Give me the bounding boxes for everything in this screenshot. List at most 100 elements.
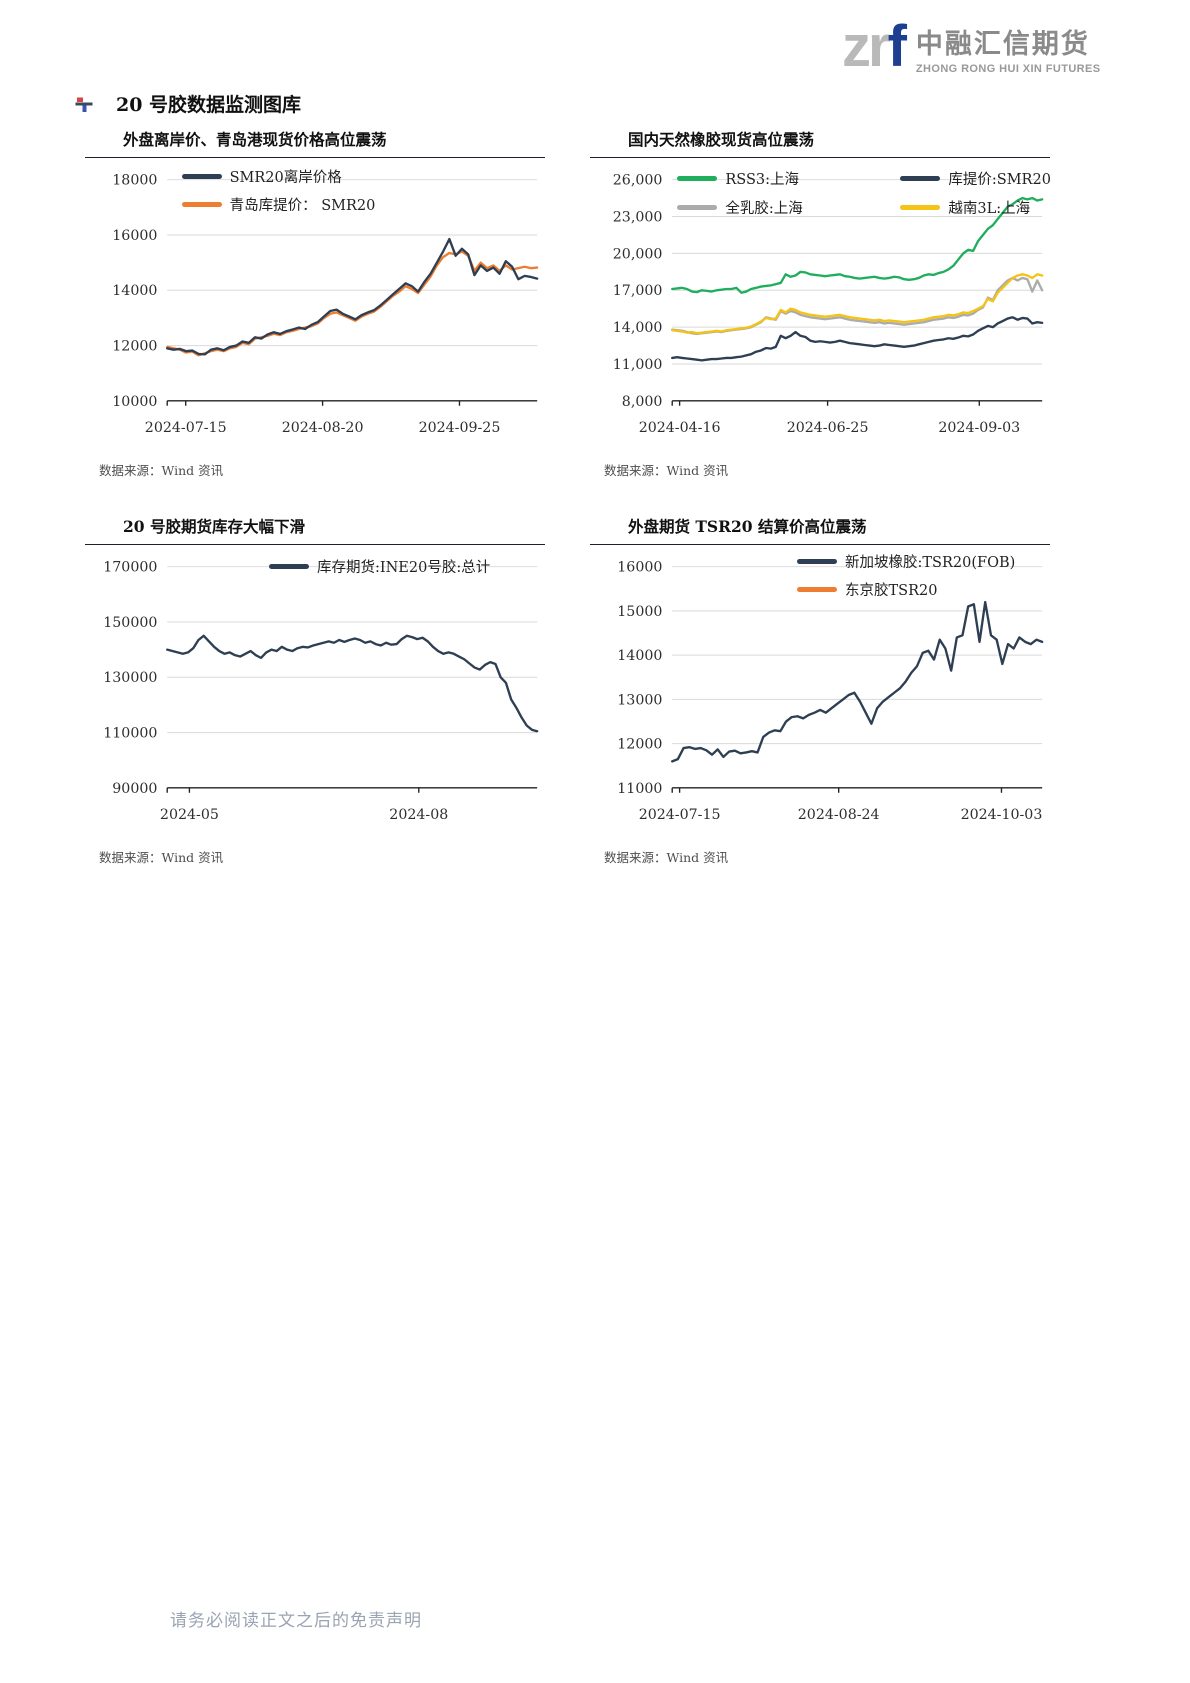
chart-title: 国内天然橡胶现货高位震荡 [628,130,815,149]
line-chart-svg: 90000 110000 130000 150000 170000 2024-05 2024… [103,560,539,823]
svg-text:2024-10-03: 2024-10-03 [961,807,1043,823]
chart-divider [85,544,545,545]
legend-line-swatch [900,205,941,210]
svg-text:2024-08-24: 2024-08-24 [798,807,880,823]
legend-label: 越南3L:上海 [948,201,1031,217]
line-chart-svg: 8,000 11,000 14,000 17,000 20,000 23,000 26,00… [613,173,1044,436]
data-source-caption: 数据来源：Wind 资讯 [99,463,224,478]
chart-title: 外盘离岸价、青岛港现货价格高位震荡 [123,130,387,149]
legend-label: 库存期货:INE20号胶:总计 [317,560,491,576]
svg-text:16000: 16000 [112,228,157,244]
svg-text:26,000: 26,000 [613,173,663,189]
svg-text:2024-09-03: 2024-09-03 [938,420,1020,436]
logo-text: 中融汇信期货 ZHONG RONG HUI XIN FUTURES [915,29,1101,75]
legend-item: 库提价:SMR20 [900,168,1051,189]
line-chart-svg: 11000 12000 13000 14000 15000 16000 2024-07-15… [617,560,1044,823]
chart-legend: 库存期货:INE20号胶:总计 [269,556,490,577]
legend-item: 东京胶TSR20 [797,579,1015,600]
svg-text:14000: 14000 [112,283,157,299]
section-bullet-icon [75,97,93,112]
chart-legend: RSS3:上海 库提价:SMR20 全乳胶:上海 越南3L:上海 [677,168,1051,218]
legend-item: RSS3:上海 [677,168,872,189]
svg-text:170000: 170000 [103,560,157,576]
chart-title: 外盘期货 TSR20 结算价高位震荡 [628,517,867,536]
legend-label: 东京胶TSR20 [845,583,938,599]
svg-text:23,000: 23,000 [613,209,663,225]
chart-ine20-futures-inventory: 20 号胶期货库存大幅下滑 90000 110000 130000 150000 170… [85,515,545,866]
svg-text:15000: 15000 [617,604,662,620]
chart-canvas: 90000 110000 130000 150000 170000 2024-05 2024… [85,547,545,833]
svg-text:8,000: 8,000 [622,394,663,410]
chart-canvas: 10000 12000 14000 16000 18000 2024-07-15 2024-… [85,160,545,446]
legend-item: 全乳胶:上海 [677,197,872,218]
legend-line-swatch [181,174,222,179]
svg-text:90000: 90000 [112,781,157,797]
legend-label: 库提价:SMR20 [948,172,1051,188]
svg-text:12000: 12000 [112,338,157,354]
svg-text:2024-04-16: 2024-04-16 [639,420,721,436]
svg-text:2024-09-25: 2024-09-25 [419,420,501,436]
legend-label: 新加坡橡胶:TSR20(FOB) [845,555,1016,571]
svg-text:18000: 18000 [112,173,157,189]
chart-divider [85,157,545,158]
svg-text:17,000: 17,000 [613,283,663,299]
data-source-caption: 数据来源：Wind 资讯 [604,463,729,478]
chart-legend: SMR20离岸价格青岛库提价： SMR20 [181,166,376,215]
svg-text:11,000: 11,000 [613,357,663,373]
data-source-caption: 数据来源：Wind 资讯 [99,850,224,865]
logo-zr-letters: zr [842,14,891,79]
legend-line-swatch [797,587,837,592]
chart-offshore-qingdao-price: 外盘离岸价、青岛港现货价格高位震荡 10000 12000 14000 16000 18… [85,128,545,479]
data-source-caption: 数据来源：Wind 资讯 [604,850,729,865]
legend-line-swatch [269,564,309,569]
logo-company-name-en: ZHONG RONG HUI XIN FUTURES [915,62,1101,75]
legend-label: 全乳胶:上海 [725,201,803,217]
svg-text:20,000: 20,000 [613,246,663,262]
svg-text:110000: 110000 [103,725,157,741]
chart-divider [590,157,1050,158]
logo-company-name-cn: 中融汇信期货 [915,29,1090,59]
company-logo: zrf 中融汇信期货 ZHONG RONG HUI XIN FUTURES [842,18,1100,76]
legend-line-swatch [900,176,941,181]
svg-text:10000: 10000 [112,394,157,410]
chart-canvas: 8,000 11,000 14,000 17,000 20,000 23,000 26,00… [590,160,1051,446]
legend-item: 越南3L:上海 [900,197,1051,218]
svg-text:14000: 14000 [617,648,662,664]
legend-label: 青岛库提价： SMR20 [229,198,376,214]
svg-text:13000: 13000 [617,692,662,708]
legend-line-swatch [677,176,718,181]
svg-text:2024-08: 2024-08 [389,807,448,823]
svg-text:14,000: 14,000 [613,320,663,336]
svg-text:16000: 16000 [617,560,662,576]
legend-item: SMR20离岸价格 [181,166,376,187]
legend-line-swatch [677,205,718,210]
svg-text:130000: 130000 [103,670,157,686]
footer-disclaimer: 请务必阅读正文之后的免责声明 [170,1611,422,1631]
svg-text:11000: 11000 [617,781,662,797]
chart-domestic-natural-rubber-spot: 国内天然橡胶现货高位震荡 8,000 11,000 14,000 17,000 20,0… [590,128,1051,479]
section-title: 20 号胶数据监测图库 [116,94,302,116]
svg-text:2024-07-15: 2024-07-15 [145,420,227,436]
legend-label: RSS3:上海 [725,172,800,188]
legend-line-swatch [797,559,837,564]
chart-legend: 新加坡橡胶:TSR20(FOB) 东京胶TSR20 [797,551,1015,600]
chart-grid: 外盘离岸价、青岛港现货价格高位震荡 10000 12000 14000 16000 18… [85,128,1051,866]
svg-text:2024-08-20: 2024-08-20 [282,420,364,436]
legend-item: 新加坡橡胶:TSR20(FOB) [797,551,1015,572]
legend-label: SMR20离岸价格 [229,170,342,186]
legend-item: 青岛库提价： SMR20 [181,194,376,215]
section-header: 20 号胶数据监测图库 [74,90,301,117]
line-chart-svg: 10000 12000 14000 16000 18000 2024-07-15 2024-… [112,173,539,436]
chart-tsr20-settlement-price: 外盘期货 TSR20 结算价高位震荡 11000 12000 13000 14000 1… [590,515,1050,866]
legend-line-swatch [181,202,222,207]
logo-zrf-mark: zrf [842,18,907,76]
chart-canvas: 11000 12000 13000 14000 15000 16000 2024-07-15… [590,547,1050,833]
svg-text:2024-06-25: 2024-06-25 [787,420,869,436]
chart-divider [590,544,1050,545]
legend-item: 库存期货:INE20号胶:总计 [269,556,490,577]
svg-text:150000: 150000 [103,615,157,631]
svg-text:2024-07-15: 2024-07-15 [639,807,721,823]
logo-f-letter: f [887,14,907,79]
chart-title: 20 号胶期货库存大幅下滑 [123,517,305,536]
